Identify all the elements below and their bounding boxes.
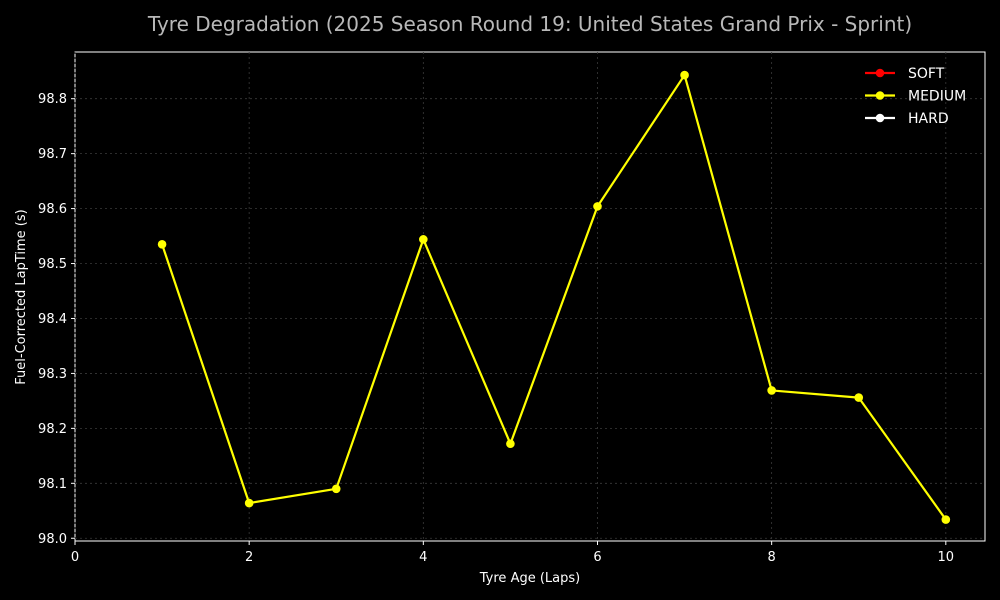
chart-title: Tyre Degradation (2025 Season Round 19: …: [147, 12, 912, 36]
data-point-medium: [157, 240, 167, 249]
x-tick-label: 4: [419, 550, 427, 565]
y-axis-ticks: 98.0 98.1 98.2 98.3 98.4 98.5 98.6 98.7 98.8: [38, 92, 75, 547]
data-point-medium: [331, 484, 341, 494]
series-layer: [157, 70, 951, 524]
series-line-medium: [161, 73, 947, 521]
data-point-medium: [506, 439, 515, 449]
y-tick-label: 98.6: [38, 202, 67, 217]
x-axis-label: Tyre Age (Laps): [479, 571, 580, 586]
y-tick-label: 98.2: [38, 422, 67, 437]
data-point-medium: [680, 70, 689, 80]
legend-marker-soft: [875, 68, 885, 78]
data-point-medium: [854, 393, 864, 402]
legend-marker-hard: [875, 113, 885, 123]
legend-label-hard: HARD: [908, 111, 949, 127]
y-tick-label: 98.0: [38, 532, 67, 547]
x-tick-label: 6: [593, 550, 601, 565]
y-tick-label: 98.1: [38, 477, 67, 492]
grid: [74, 52, 985, 541]
plot-area: [74, 51, 986, 542]
data-point-medium: [593, 202, 602, 211]
x-tick-label: 10: [938, 550, 955, 565]
y-tick-label: 98.8: [38, 92, 67, 107]
x-tick-label: 2: [245, 550, 253, 565]
legend: SOFT MEDIUM HARD: [865, 66, 966, 127]
y-tick-label: 98.5: [38, 257, 67, 272]
x-axis-ticks: 0 2 4 6 8 10: [71, 541, 954, 565]
data-point-medium: [767, 386, 776, 395]
data-point-medium: [419, 235, 428, 244]
y-axis-label: Fuel-Corrected LapTime (s): [14, 209, 29, 384]
y-tick-label: 98.4: [38, 312, 67, 327]
legend-label-soft: SOFT: [908, 66, 945, 82]
legend-label-medium: MEDIUM: [908, 89, 966, 105]
y-tick-label: 98.7: [38, 147, 67, 162]
x-tick-label: 0: [71, 550, 79, 565]
y-tick-label: 98.3: [38, 367, 67, 382]
data-point-medium: [244, 498, 254, 508]
data-point-medium: [941, 515, 951, 524]
x-tick-label: 8: [768, 550, 776, 565]
legend-marker-medium: [875, 91, 885, 100]
